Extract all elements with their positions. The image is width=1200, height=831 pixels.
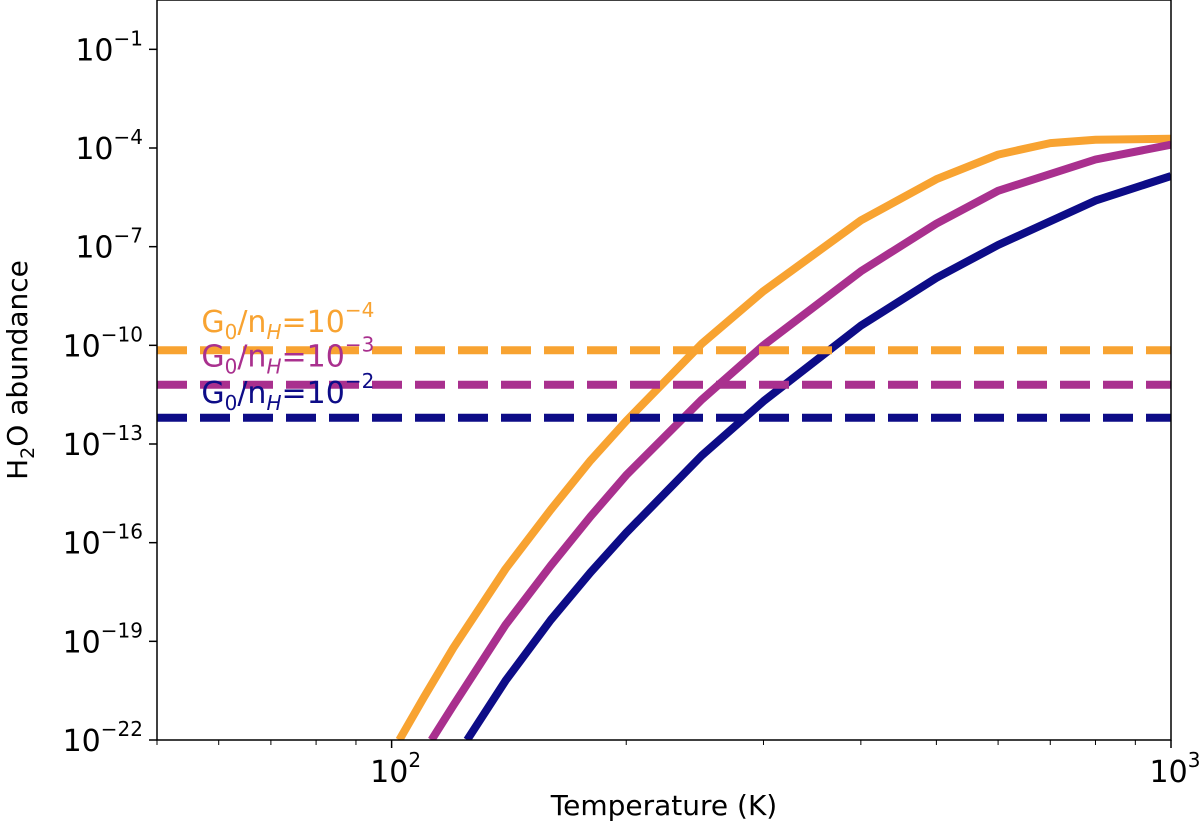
- annotation-label-1: G0/nH=10−3: [201, 333, 374, 379]
- annotation-label-0: G0/nH=10−4: [201, 298, 374, 344]
- y-tick-label-2: 10−7: [75, 224, 143, 266]
- y-tick-label-3: 10−10: [63, 322, 143, 364]
- y-axis-label: H2O abundance: [1, 260, 39, 480]
- abundance-curve-1: [428, 140, 1171, 740]
- abundance-curve-0: [395, 134, 1171, 740]
- plot-frame: [156, 0, 1172, 741]
- annotation-layer: G0/nH=10−4G0/nH=10−3G0/nH=10−2: [201, 298, 374, 415]
- abundance-curve-2: [463, 172, 1171, 740]
- x-tick-label-1: 103: [1150, 748, 1200, 790]
- y-tick-label-4: 10−13: [63, 421, 143, 463]
- annotation-label-2: G0/nH=10−2: [201, 369, 374, 415]
- y-tick-label-1: 10−4: [75, 125, 143, 167]
- x-tick-label-0: 102: [370, 748, 421, 790]
- ticks-layer: 10−1 10−4 10−7 10−10 10−13 10−16 10−19 10−22 102…: [63, 26, 1200, 790]
- x-axis-label: Temperature (K): [550, 789, 777, 822]
- y-tick-label-6: 10−19: [63, 618, 143, 660]
- series-layer: [157, 134, 1171, 740]
- y-tick-label-5: 10−16: [63, 520, 143, 562]
- y-tick-label-7: 10−22: [63, 717, 143, 759]
- y-tick-label-0: 10−1: [75, 26, 143, 68]
